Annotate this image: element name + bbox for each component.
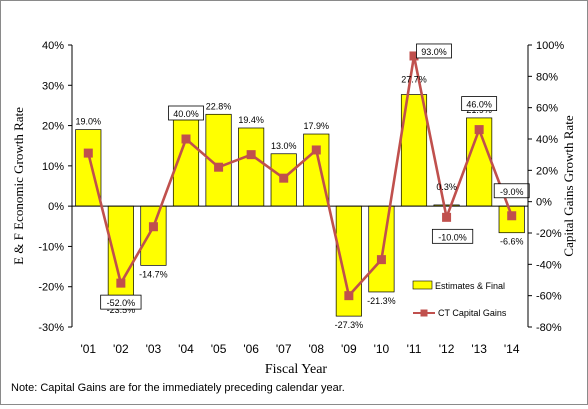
bar-value-label: -6.6% <box>500 237 524 247</box>
legend-bar-swatch <box>412 280 433 290</box>
line-marker <box>279 173 289 183</box>
category-label: '10 <box>374 342 390 356</box>
right-tick-label: 20% <box>536 165 558 177</box>
line-marker <box>83 148 93 158</box>
category-label: '03 <box>146 342 162 356</box>
line-label-box <box>493 183 530 199</box>
left-tick-label: 40% <box>42 40 64 52</box>
legend-bar-label: Estimates & Final <box>435 281 505 291</box>
line-value-label: 40.0% <box>173 109 199 119</box>
line-value-label: 93.0% <box>421 47 447 57</box>
category-label: '06 <box>243 342 259 356</box>
bar-value-label: -21.3% <box>367 296 396 306</box>
line-marker <box>246 150 256 160</box>
bar-value-label: 22.8% <box>206 101 232 111</box>
bar-value-label: -14.7% <box>139 269 168 279</box>
right-tick-labels: 100% 80% 60% 40% 20% 0% -20% -40% -60% -80% <box>528 40 564 334</box>
line-value-label: -10.0% <box>438 232 467 242</box>
axes-group <box>71 45 529 327</box>
bar-label-group: 19.0%-23.5%-14.7%21.9%22.8%19.4%13.0%17.… <box>76 75 524 331</box>
category-label: '09 <box>341 342 357 356</box>
category-labels: '01 '02 '03 '04 '05 '06 '07 '08 '09 '10 '11 '12 '13 '… <box>80 342 519 356</box>
category-label: '05 <box>211 342 227 356</box>
bar-value-label: -23.5% <box>107 305 136 315</box>
line-label-box <box>431 228 474 244</box>
x-axis-title: Fiscal Year <box>265 362 328 377</box>
left-tick-label: 0% <box>48 201 64 213</box>
bar-value-label: 27.7% <box>401 75 427 85</box>
line-marker <box>181 134 191 144</box>
bar-value-label: 19.4% <box>238 115 264 125</box>
legend: Estimates & Final CT Capital Gains <box>412 280 507 318</box>
line-marker <box>474 125 484 135</box>
category-label: '11 <box>407 342 422 356</box>
bar-value-label: 17.9% <box>304 121 330 131</box>
bar <box>238 127 265 207</box>
line-label-box <box>461 96 498 111</box>
chart-note: Note: Capital Gains are for the immediat… <box>11 382 345 394</box>
category-label: '07 <box>276 342 292 356</box>
right-tick-label: 40% <box>536 134 558 146</box>
line-series <box>83 51 517 301</box>
bar-value-label: -27.3% <box>335 320 364 330</box>
line-marker <box>214 162 224 172</box>
line-marker <box>116 278 126 288</box>
category-label: '02 <box>113 342 129 356</box>
bar <box>140 205 167 266</box>
legend-line-label: CT Capital Gains <box>438 308 507 318</box>
right-tick-label: 80% <box>536 71 558 83</box>
left-tick-label: -30% <box>38 322 64 334</box>
category-label: '12 <box>439 342 455 356</box>
line-marker <box>311 145 321 155</box>
right-tick-label: 60% <box>536 103 558 115</box>
left-tick-label: 10% <box>42 161 64 173</box>
line-label-box <box>416 43 452 59</box>
right-tick-label: 0% <box>536 197 552 209</box>
category-label: '04 <box>178 342 194 356</box>
line-marker <box>442 212 452 222</box>
category-label: '08 <box>308 342 324 356</box>
bar <box>75 129 102 207</box>
line-marker <box>148 222 158 232</box>
line-marker <box>409 51 419 61</box>
line-marker <box>507 211 517 221</box>
category-label: '01 <box>80 342 96 356</box>
bar-value-label: 0.3% <box>436 182 457 192</box>
bar-value-label: 19.0% <box>76 117 102 127</box>
line-label-group: -52.0% 40.0% 93.0% -10.0% 46.0% -9.0% <box>100 43 530 310</box>
line-label-box <box>168 105 204 121</box>
line-value-label: 46.0% <box>466 100 492 110</box>
left-tick-labels: 40% 30% 20% 10% 0% -10% -20% -30% <box>38 40 72 334</box>
line-marker <box>344 291 354 301</box>
left-tick-label: -20% <box>38 282 64 294</box>
y-axis-right-title: Capital Gains Growth Rate <box>561 115 576 256</box>
legend-line-marker <box>420 309 428 317</box>
left-tick-label: -10% <box>38 241 64 253</box>
category-label: '13 <box>471 342 487 356</box>
right-tick-label: 100% <box>536 40 564 52</box>
line-value-label: -52.0% <box>107 298 136 308</box>
category-label: '14 <box>504 342 520 356</box>
right-tick-label: -20% <box>536 228 562 240</box>
line-label-box <box>100 294 142 310</box>
left-tick-label: 20% <box>42 121 64 133</box>
left-tick-label: 30% <box>42 80 64 92</box>
line-value-label: -9.0% <box>500 187 524 197</box>
right-tick-label: -80% <box>536 322 562 334</box>
line-marker <box>376 255 386 265</box>
capital-gains-line <box>87 54 513 297</box>
bar <box>368 205 395 293</box>
right-tick-label: -60% <box>536 291 562 303</box>
bar-value-label: 13.0% <box>271 141 297 151</box>
y-axis-title: E & F Economic Growth Rate <box>11 107 26 265</box>
right-tick-label: -40% <box>536 259 562 271</box>
